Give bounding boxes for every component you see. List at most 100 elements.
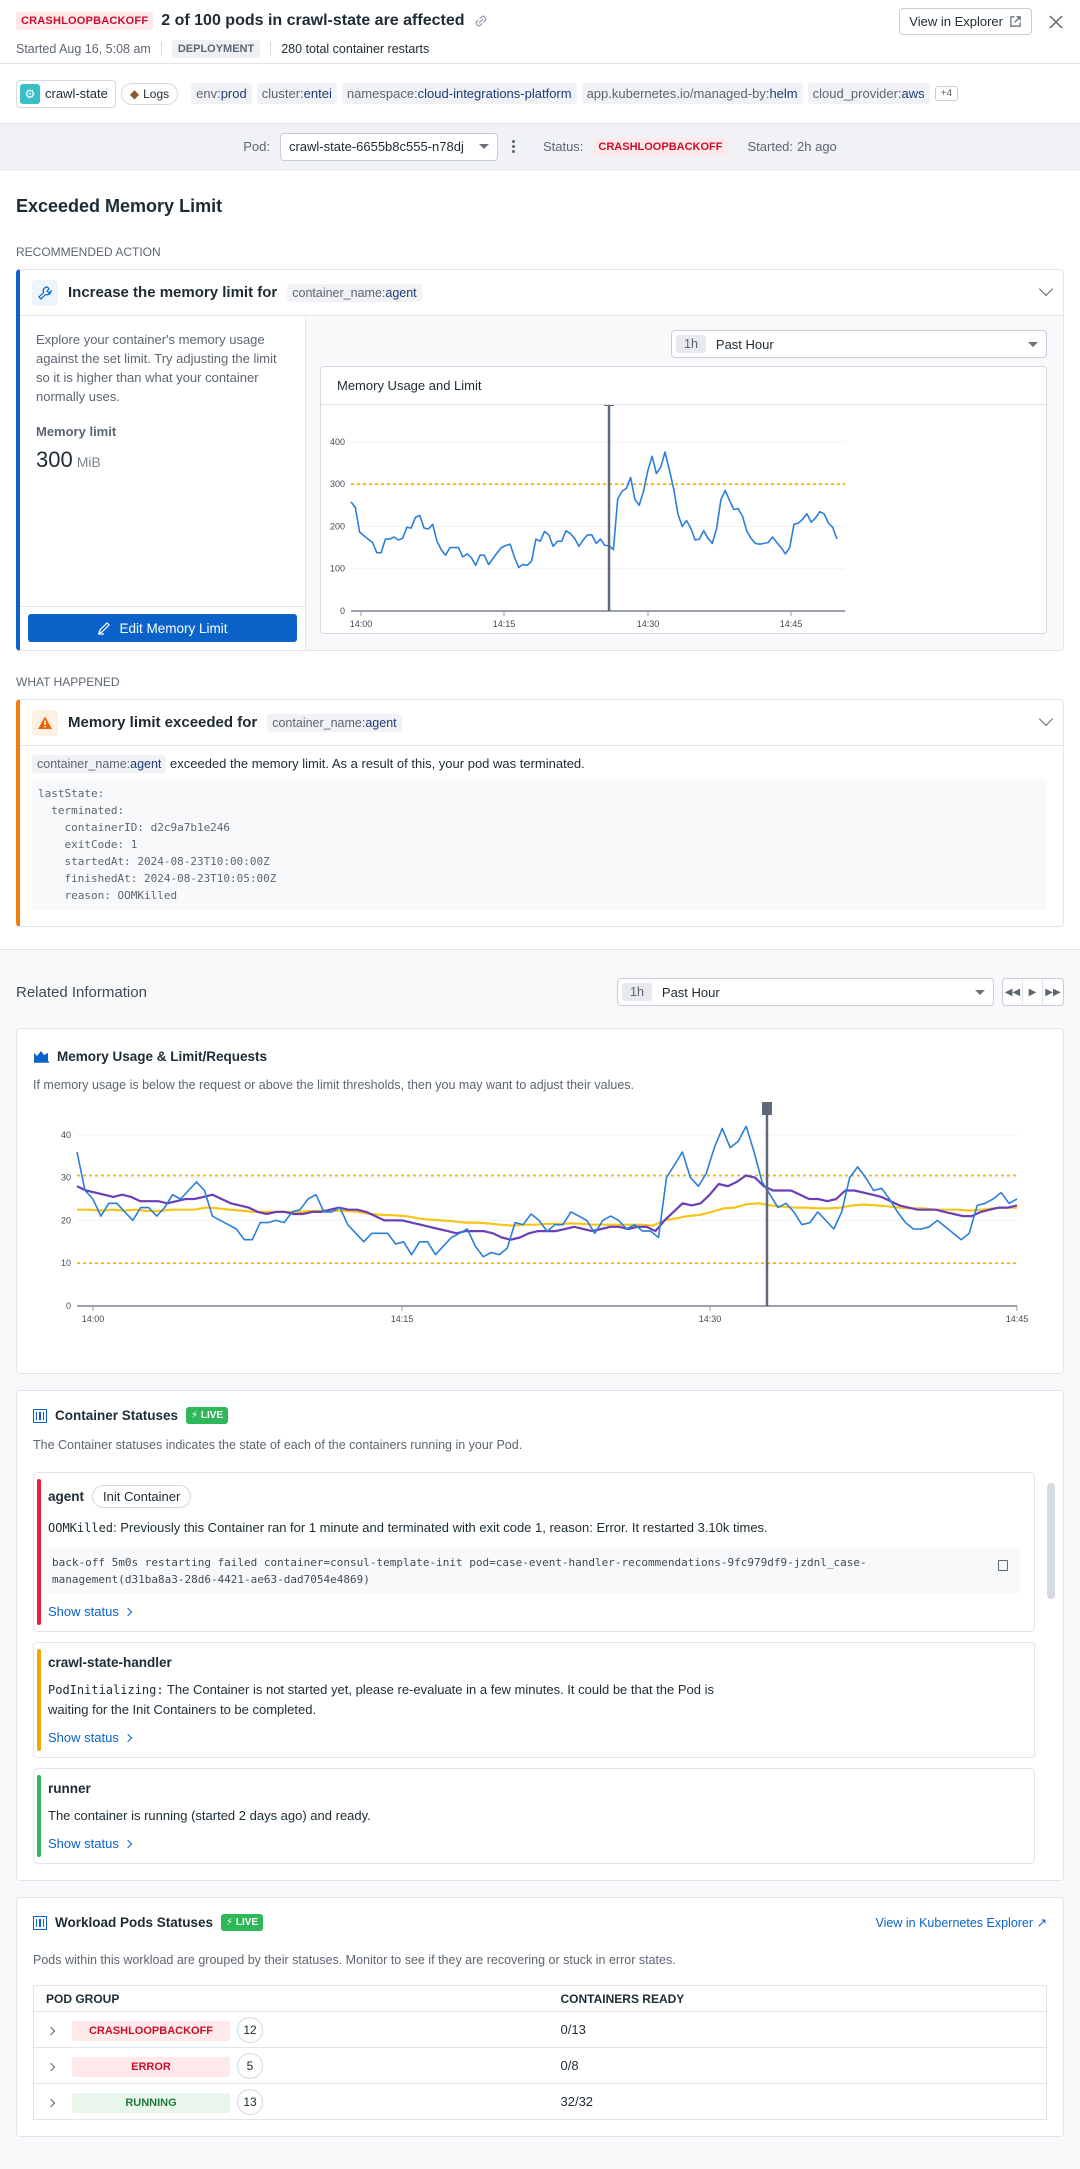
what-happened-label: WHAT HAPPENED <box>16 675 120 689</box>
container-log: back-off 5m0s restarting failed containe… <box>48 1548 1020 1594</box>
svg-text:100: 100 <box>330 564 345 574</box>
started-value: 2h ago <box>797 139 837 154</box>
more-tags-button[interactable]: +4 <box>934 86 959 101</box>
show-status-link[interactable]: Show status <box>48 1730 1020 1745</box>
play-icon[interactable]: ▶ <box>1023 979 1043 1005</box>
svg-text:14:00: 14:00 <box>82 1314 105 1324</box>
svg-text:14:30: 14:30 <box>637 619 660 629</box>
svg-text:0: 0 <box>340 606 345 616</box>
panel-description: Pods within this workload are grouped by… <box>33 1953 676 1967</box>
service-gears-icon: ⚙ <box>20 83 40 104</box>
panel-description: If memory usage is below the request or … <box>33 1078 635 1092</box>
service-chip[interactable]: ⚙ crawl-state <box>16 79 116 108</box>
memory-limit-value: 300 MiB <box>36 447 101 472</box>
chevron-down-icon[interactable] <box>1038 711 1054 727</box>
restart-count: 280 total container restarts <box>281 42 430 56</box>
time-range-select[interactable]: 1h Past Hour <box>671 330 1047 358</box>
rewind-icon[interactable]: ◀◀ <box>1003 979 1023 1005</box>
svg-text:300: 300 <box>330 479 345 489</box>
logs-icon: ◆ <box>129 86 140 101</box>
divider <box>270 42 272 56</box>
time-range-pill: 1h <box>622 983 652 1001</box>
chevron-down-icon[interactable] <box>1038 281 1054 297</box>
edit-memory-limit-label: Edit Memory Limit <box>119 620 228 636</box>
recommended-action-header[interactable]: Increase the memory limit for container_… <box>20 270 1063 316</box>
container-tag: container_name:agent <box>287 283 422 302</box>
caret-down-icon <box>975 989 985 995</box>
area-chart-icon <box>34 1051 49 1063</box>
table-row[interactable]: ERROR 5 0/8 <box>33 2047 1047 2084</box>
what-happened-card: Memory limit exceeded for container_name… <box>16 699 1064 927</box>
init-container-pill: Init Container <box>92 1485 192 1508</box>
container-status-runner: runner The container is running (started… <box>33 1768 1035 1864</box>
tag-cloud-provider[interactable]: cloud_provider:aws <box>807 83 930 104</box>
status-badge: CRASHLOOPBACKOFF <box>16 12 154 30</box>
pod-bar: Pod: crawl-state-6655b8c555-n78dj Status… <box>0 124 1080 170</box>
wrench-icon <box>32 279 58 306</box>
what-happened-line: container_name:agent exceeded the memory… <box>32 755 1047 773</box>
tags-row: ⚙ crawl-state ◆ Logs env:prod cluster:en… <box>0 64 1080 124</box>
memory-usage-line-chart[interactable]: 0 100 200 300 400 14:00 14:15 14:30 14:45 <box>321 393 845 633</box>
svg-text:14:30: 14:30 <box>699 1314 722 1324</box>
panel-title: Container Statuses <box>55 1408 179 1423</box>
svg-text:200: 200 <box>330 521 345 531</box>
related-information: Related Information 1h Past Hour ◀◀ ▶ ▶▶… <box>0 949 1080 2169</box>
workload-pods-panel: Workload Pods Statuses ⚡ LIVE View in Ku… <box>16 1897 1064 2137</box>
caret-down-icon <box>1028 341 1038 347</box>
svg-text:10: 10 <box>61 1258 71 1268</box>
tag-env[interactable]: env:prod <box>191 83 252 104</box>
what-happened-header[interactable]: Memory limit exceeded for container_name… <box>20 700 1063 746</box>
recommended-description: Explore your container's memory usage ag… <box>36 332 277 404</box>
container-status-agent: agent Init Container OOMKilled: Previousl… <box>33 1472 1035 1632</box>
recommended-action-title: Increase the memory limit for <box>68 284 278 301</box>
page-title: 2 of 100 pods in crawl-state are affecte… <box>161 12 465 29</box>
edit-memory-limit-button[interactable]: Edit Memory Limit <box>28 614 297 642</box>
svg-text:0: 0 <box>66 1301 71 1311</box>
related-time-range-select[interactable]: 1h Past Hour <box>617 978 994 1006</box>
view-in-explorer-button[interactable]: View in Explorer <box>899 8 1032 35</box>
container-name: runner <box>48 1781 91 1796</box>
section-title: Exceeded Memory Limit <box>16 196 223 216</box>
pod-label: Pod: <box>243 139 270 154</box>
scrollbar[interactable] <box>1047 1483 1055 1599</box>
last-state-code: lastState: terminated: containerID: d2c9… <box>32 779 1047 910</box>
more-options-icon[interactable] <box>508 140 519 153</box>
tag-namespace[interactable]: namespace:cloud-integrations-platform <box>341 83 577 104</box>
svg-text:30: 30 <box>61 1173 71 1183</box>
page-header: CRASHLOOPBACKOFF 2 of 100 pods in crawl-… <box>0 0 1080 64</box>
pod-select[interactable]: crawl-state-6655b8c555-n78dj <box>279 132 498 161</box>
svg-text:40: 40 <box>61 1130 71 1140</box>
logs-label: Logs <box>143 86 170 101</box>
live-badge: ⚡ LIVE <box>221 1914 264 1931</box>
show-status-link[interactable]: Show status <box>48 1836 1020 1851</box>
copy-icon[interactable] <box>998 1560 1008 1571</box>
related-title: Related Information <box>16 983 147 1001</box>
warning-icon <box>32 709 58 736</box>
memory-limit-requests-chart[interactable]: 0 10 20 30 40 14:00 14:15 14:30 14:45 <box>17 1102 1033 1332</box>
chart-title: Memory Usage and Limit <box>321 367 1046 405</box>
caret-down-icon <box>478 144 489 149</box>
columns-icon <box>33 1915 47 1930</box>
container-statuses-panel: Container Statuses ⚡ LIVE The Container … <box>16 1390 1064 1881</box>
svg-text:14:00: 14:00 <box>350 619 373 629</box>
tag-managed-by[interactable]: app.kubernetes.io/managed-by:helm <box>581 83 803 104</box>
logs-button[interactable]: ◆ Logs <box>120 82 179 105</box>
view-in-kubernetes-explorer-link[interactable]: View in Kubernetes Explorer ↗ <box>875 1916 1047 1930</box>
svg-text:14:15: 14:15 <box>493 619 516 629</box>
fast-forward-icon[interactable]: ▶▶ <box>1045 986 1061 998</box>
table-row[interactable]: CRASHLOOPBACKOFF 12 0/13 <box>33 2011 1047 2048</box>
table-row[interactable]: RUNNING 13 32/32 <box>33 2083 1047 2120</box>
link-icon[interactable] <box>472 12 490 30</box>
show-status-link[interactable]: Show status <box>48 1604 1020 1619</box>
pod-select-value: crawl-state-6655b8c555-n78dj <box>288 139 464 154</box>
close-icon[interactable] <box>1048 14 1064 30</box>
columns-icon <box>33 1408 47 1423</box>
container-name: crawl-state-handler <box>48 1655 172 1670</box>
what-happened-title: Memory limit exceeded for <box>68 714 258 731</box>
view-in-explorer-label: View in Explorer <box>909 14 1003 29</box>
memory-usage-chart: Memory Usage and Limit 0 100 200 300 400 14:0… <box>320 366 1047 634</box>
pencil-icon <box>98 622 111 635</box>
container-status-crawl-state-handler: crawl-state-handler PodInitializing: The… <box>33 1642 1035 1758</box>
tag-cluster[interactable]: cluster:entei <box>256 83 337 104</box>
svg-text:14:45: 14:45 <box>1006 1314 1029 1324</box>
